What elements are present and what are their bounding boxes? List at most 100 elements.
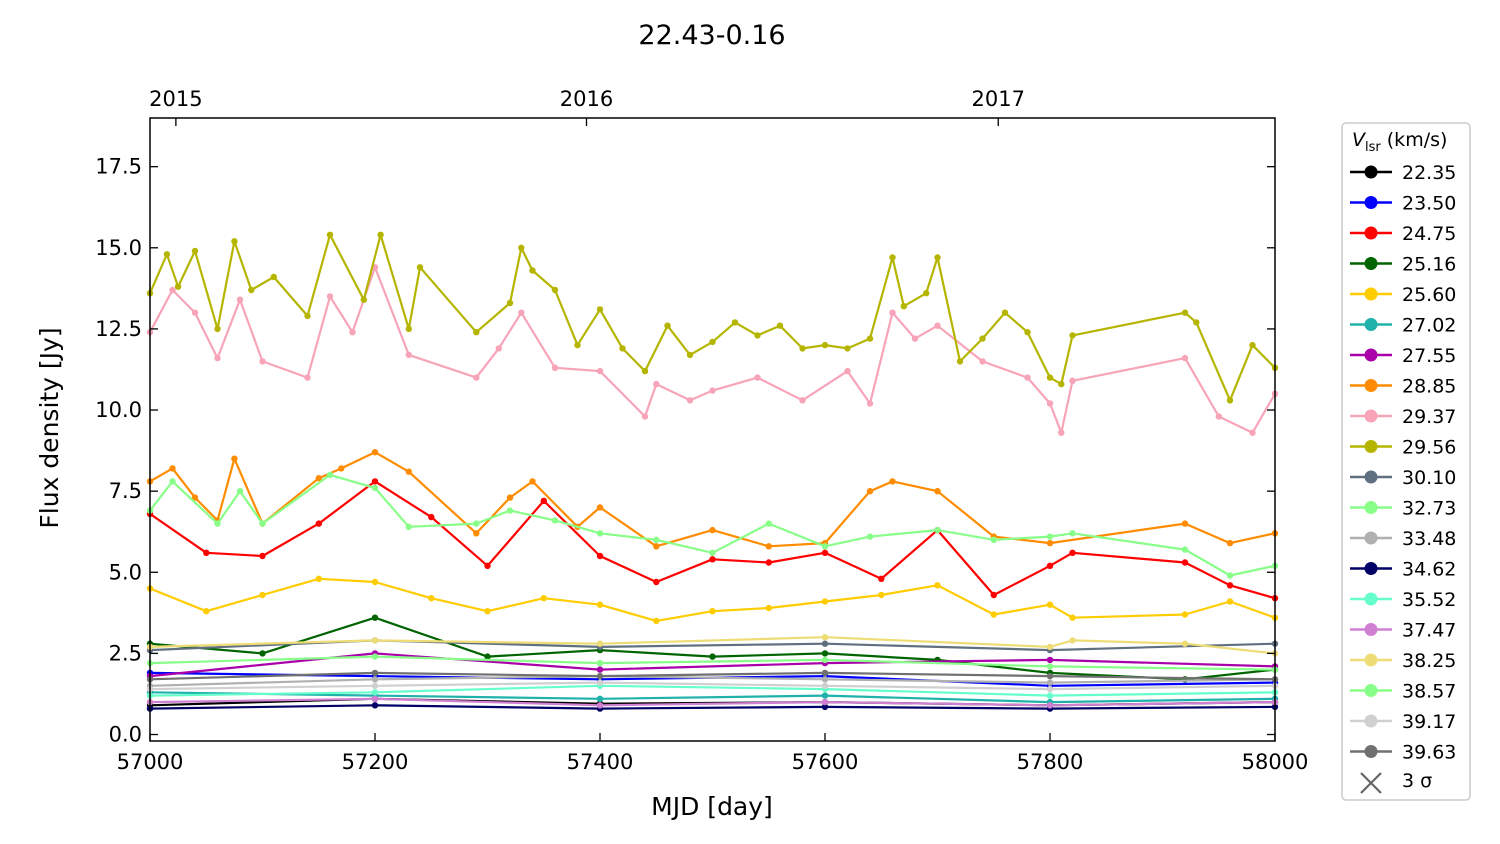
series-line: [149, 691, 1276, 704]
data-point: [878, 575, 885, 582]
data-point: [169, 465, 176, 472]
data-point: [473, 329, 480, 336]
legend-entry-32-73: 32.73: [1350, 498, 1456, 520]
legend-entry-27-02: 27.02: [1350, 315, 1456, 337]
data-point: [686, 351, 694, 359]
data-point: [979, 358, 986, 365]
legend-entry-label: 29.56: [1402, 437, 1456, 459]
data-point: [754, 374, 761, 381]
legend-entry-34-62: 34.62: [1350, 559, 1456, 581]
legend-swatch-marker: [1364, 440, 1378, 453]
legend-title-sub: lsr: [1365, 140, 1381, 155]
data-point: [484, 562, 491, 569]
data-point: [506, 494, 514, 501]
legend-entry-22-35: 22.35: [1350, 162, 1456, 184]
data-point: [990, 536, 997, 543]
data-point: [416, 264, 424, 271]
data-point: [473, 530, 480, 537]
data-point: [821, 640, 829, 647]
data-point: [315, 475, 322, 482]
top-tick-label: 2017: [972, 87, 1025, 111]
data-point: [1181, 611, 1189, 618]
data-point: [596, 666, 604, 673]
series-29-37: [146, 264, 1279, 436]
data-point: [1046, 400, 1054, 407]
legend-entry-label: 25.16: [1402, 254, 1456, 276]
legend-swatch-marker: [1364, 592, 1378, 606]
legend-entry-39-17: 39.17: [1350, 711, 1456, 733]
data-point: [169, 286, 176, 294]
top-tick-label: 2015: [149, 87, 202, 111]
data-point: [163, 251, 171, 258]
data-point: [990, 611, 997, 618]
data-point: [214, 354, 221, 362]
data-point: [304, 374, 311, 381]
legend-swatch-marker: [1364, 501, 1378, 514]
series-25-60: [146, 575, 1279, 625]
series-layer: [146, 231, 1279, 712]
legend-swatch-marker: [1364, 379, 1378, 392]
data-point: [1226, 572, 1234, 579]
data-point: [377, 231, 384, 238]
data-point: [259, 650, 266, 657]
data-point: [349, 329, 356, 336]
x-tick-label: 57200: [342, 750, 409, 774]
data-point: [529, 267, 536, 274]
data-point: [371, 449, 379, 456]
data-point: [664, 322, 671, 329]
legend-entry-23-50: 23.50: [1350, 193, 1456, 215]
data-point: [326, 293, 334, 300]
data-point: [653, 617, 660, 625]
data-point: [1181, 546, 1189, 553]
data-point: [596, 672, 604, 680]
legend-swatch-marker: [1364, 318, 1378, 331]
top-tick-label: 2016: [560, 87, 613, 111]
data-point: [360, 296, 367, 303]
legend-swatch-marker: [1364, 531, 1378, 545]
legend-entry-30-10: 30.10: [1350, 467, 1456, 489]
data-point: [596, 504, 604, 511]
plot-area: 57000 57200 57400 57600 57800 58000 0.0 2.5 5.0…: [95, 87, 1308, 774]
data-point: [1046, 656, 1054, 664]
legend-swatch-marker: [1364, 196, 1378, 209]
top-axis-ticks: 2015 2016 2017: [149, 87, 1025, 126]
data-point: [799, 345, 806, 352]
data-point: [1069, 549, 1076, 556]
data-point: [371, 695, 379, 702]
data-point: [371, 702, 379, 709]
data-point: [371, 669, 379, 677]
legend-entry-label: 28.85: [1402, 376, 1456, 398]
data-point: [1069, 332, 1076, 339]
y-tick-label: 2.5: [109, 641, 142, 665]
data-point: [214, 325, 221, 333]
series-39-17: [146, 679, 1279, 693]
data-point: [1181, 309, 1189, 316]
legend-entry-label: 34.62: [1402, 559, 1456, 581]
data-point: [518, 309, 525, 316]
data-point: [889, 254, 896, 261]
data-point: [709, 608, 716, 615]
data-point: [405, 523, 412, 530]
data-point: [1181, 559, 1189, 566]
data-point: [203, 608, 210, 615]
data-point: [866, 335, 874, 342]
x-axis-ticks: 57000 57200 57400 57600 57800 58000: [117, 733, 1308, 774]
data-point: [765, 559, 772, 566]
legend-swatch-marker: [1364, 562, 1378, 575]
data-point: [574, 341, 581, 349]
data-point: [979, 335, 986, 342]
data-point: [1046, 374, 1054, 381]
legend-swatch-marker: [1364, 653, 1378, 667]
data-point: [259, 591, 266, 599]
legend-entry-label: 30.10: [1402, 467, 1456, 489]
data-point: [731, 319, 739, 326]
data-point: [169, 478, 176, 485]
data-point: [821, 703, 829, 711]
data-point: [371, 689, 379, 696]
data-point: [506, 507, 514, 514]
data-point: [1046, 539, 1054, 547]
legend-entry-label: 24.75: [1402, 223, 1456, 245]
data-point: [270, 273, 277, 281]
data-point: [821, 692, 829, 699]
legend-swatch-marker: [1364, 287, 1378, 301]
